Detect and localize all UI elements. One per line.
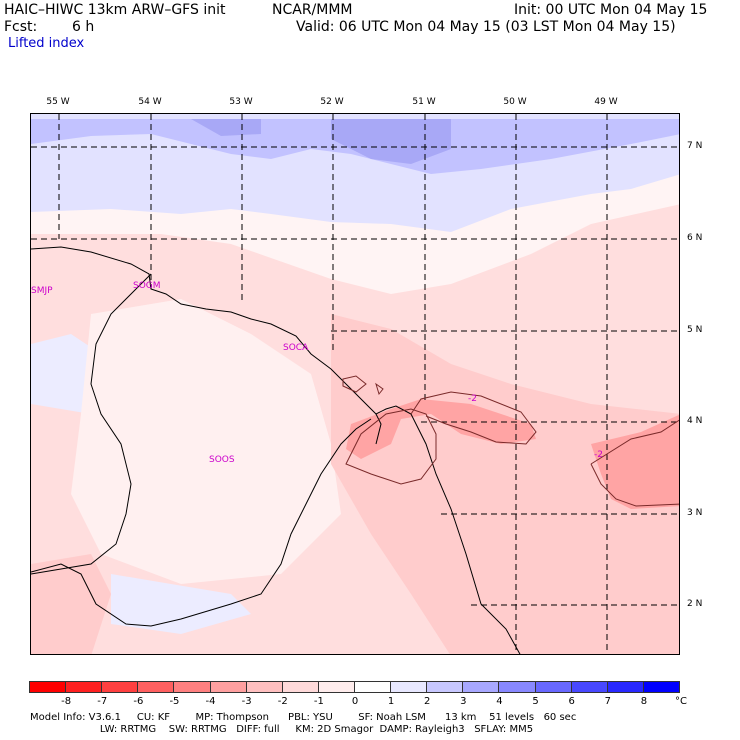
color-scale-tick: -5 xyxy=(169,696,180,707)
coastline xyxy=(31,246,521,654)
color-swatch xyxy=(245,681,283,693)
color-scale-tick: -3 xyxy=(241,696,252,707)
color-swatch xyxy=(642,681,680,693)
lon-label: 55 W xyxy=(46,97,70,107)
color-swatch xyxy=(390,681,428,693)
color-scale-tick: 0 xyxy=(351,696,359,707)
color-scale-tick: -1 xyxy=(313,696,324,707)
fill-level-minus2 xyxy=(331,314,679,654)
color-scale-tick: -2 xyxy=(277,696,288,707)
color-swatch xyxy=(462,681,500,693)
color-scale-tick: 2 xyxy=(424,696,431,707)
color-scale-tick: 1 xyxy=(387,696,395,707)
color-scale-tick: 5 xyxy=(532,696,539,707)
color-swatch xyxy=(570,681,608,693)
fill-level-minus2 xyxy=(31,554,111,654)
color-swatch xyxy=(317,681,355,693)
color-swatch xyxy=(173,681,211,693)
valid-time: Valid: 06 UTC Mon 04 May 15 (03 LST Mon … xyxy=(296,19,676,35)
fill-level-zero xyxy=(71,299,341,584)
lat-label: 3 N xyxy=(687,508,703,518)
model-info-line2: LW: RRTMG SW: RRTMG DIFF: full KM: 2D Sm… xyxy=(30,724,534,735)
color-scale-tick: 8 xyxy=(640,696,648,707)
color-scale-tick: -4 xyxy=(205,696,216,707)
station-label: SOCA xyxy=(283,343,309,353)
contour-label: -2 xyxy=(468,394,477,404)
color-swatch xyxy=(498,681,536,693)
fill-level-plus1 xyxy=(111,574,251,634)
lifted-index-map: -2 -2 SMJP SOGM SOCA SOOS xyxy=(31,114,679,654)
color-scale-tick: 6 xyxy=(568,696,575,707)
color-swatch xyxy=(65,681,103,693)
color-scale-unit: °C xyxy=(675,696,687,707)
field-name: Lifted index xyxy=(8,36,85,51)
lat-label: 5 N xyxy=(687,325,703,335)
lat-lon-grid xyxy=(31,114,679,654)
color-scale-tick: -8 xyxy=(61,696,72,707)
lon-label: 50 W xyxy=(503,97,527,107)
color-swatch xyxy=(137,681,175,693)
color-scale-tick: 3 xyxy=(460,696,467,707)
org-label: NCAR/MMM xyxy=(272,2,353,18)
lat-label: 2 N xyxy=(687,599,703,609)
contour-label: -2 xyxy=(594,450,603,460)
station-label: SOGM xyxy=(133,281,161,291)
lat-label: 6 N xyxy=(687,233,703,243)
color-scale-tick: 7 xyxy=(604,696,611,707)
color-scale xyxy=(29,681,680,693)
lat-label: 7 N xyxy=(687,141,703,151)
color-swatch xyxy=(29,681,67,693)
color-swatch xyxy=(353,681,392,693)
station-label: SOOS xyxy=(209,455,235,465)
lon-label: 52 W xyxy=(320,97,344,107)
station-label: SMJP xyxy=(31,286,53,296)
color-swatch xyxy=(209,681,247,693)
fill-level-minus3 xyxy=(591,414,679,509)
color-scale-tick: -7 xyxy=(97,696,108,707)
color-swatch xyxy=(281,681,319,693)
fill-level-plus3 xyxy=(331,119,451,164)
fill-level-plus3 xyxy=(191,119,261,136)
init-time: Init: 00 UTC Mon 04 May 15 xyxy=(514,2,708,18)
forecast-hour: 6 h xyxy=(72,19,95,35)
color-swatch xyxy=(101,681,139,693)
color-swatch xyxy=(534,681,572,693)
lon-label: 51 W xyxy=(412,97,436,107)
model-info-line1: Model Info: V3.6.1 CU: KF MP: Thompson P… xyxy=(30,712,577,723)
map-panel[interactable]: -2 -2 SMJP SOGM SOCA SOOS xyxy=(30,113,680,655)
lon-label: 54 W xyxy=(138,97,162,107)
fill-level-minus3 xyxy=(346,399,536,459)
color-swatch xyxy=(426,681,464,693)
lon-label: 53 W xyxy=(229,97,253,107)
color-swatch xyxy=(606,681,644,693)
color-scale-tick: 4 xyxy=(496,696,503,707)
contour-minus2 xyxy=(342,375,679,507)
model-title: HAIC–HIWC 13km ARW–GFS init xyxy=(4,2,226,18)
lon-label: 49 W xyxy=(594,97,618,107)
lat-label: 4 N xyxy=(687,416,703,426)
color-scale-tick: -6 xyxy=(133,696,144,707)
forecast-label: Fcst: xyxy=(4,19,38,35)
